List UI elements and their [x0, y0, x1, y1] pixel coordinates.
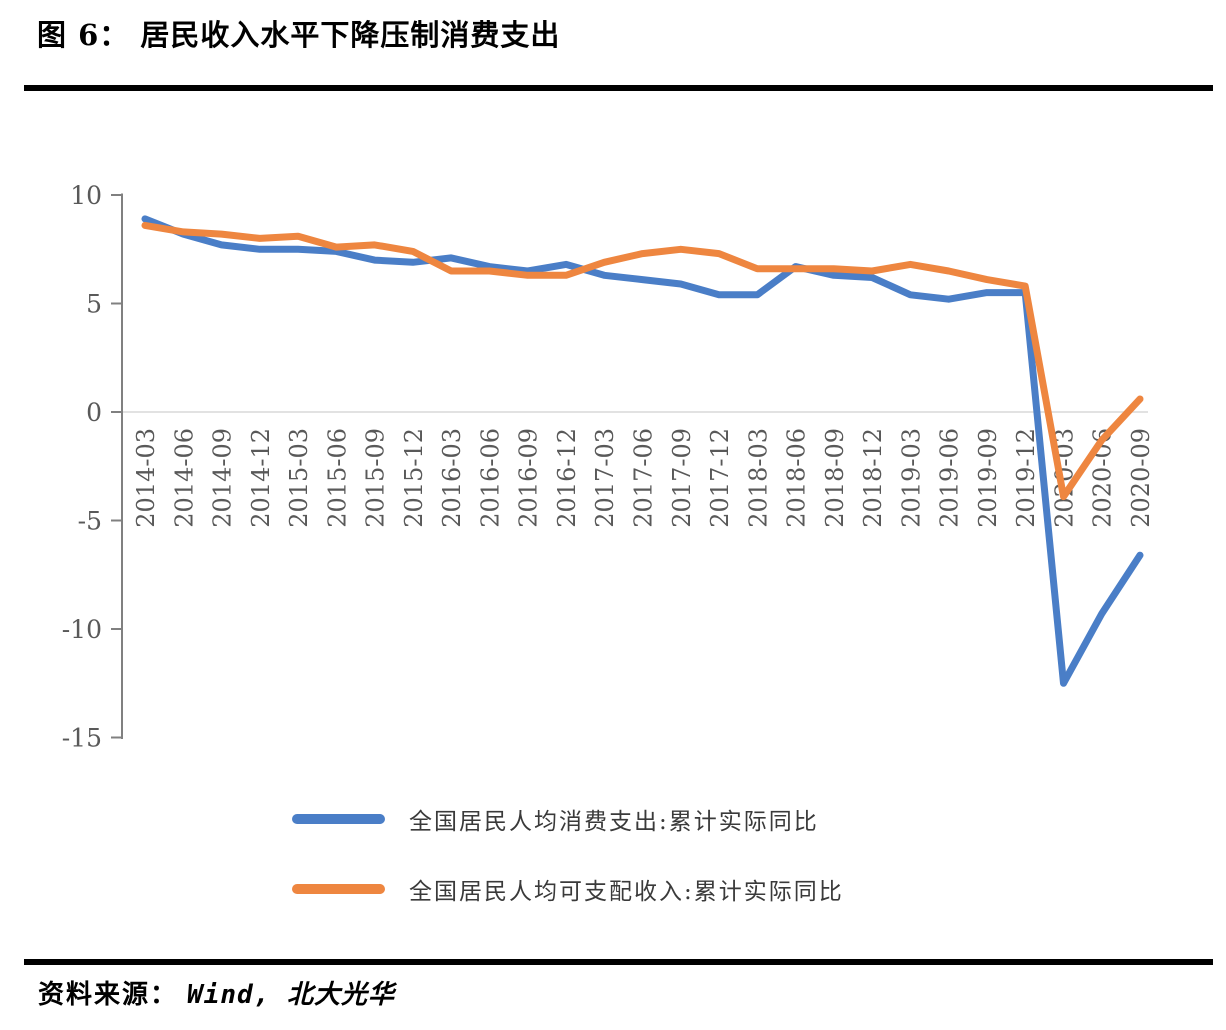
x-tick-label: 2019-06 — [936, 428, 964, 528]
x-tick-label: 2014-03 — [132, 428, 160, 528]
chart-legend: 全国居民人均消费支出:累计实际同比 全国居民人均可支配收入:累计实际同比 — [292, 804, 844, 944]
y-tick-label: 10 — [70, 181, 102, 210]
disposable-income-line — [141, 221, 1144, 501]
x-tick-label: 2019-03 — [897, 428, 925, 528]
data-source-note: 资料来源： Wind, 北大光华 — [38, 974, 395, 1011]
footer-divider-rule — [24, 959, 1213, 965]
y-tick-label: 5 — [86, 290, 102, 319]
data-series-layer — [141, 215, 1144, 687]
x-tick-label: 2017-09 — [668, 428, 696, 528]
x-tick-label: 2016-12 — [553, 428, 581, 528]
x-tick-label: 2015-12 — [400, 428, 428, 528]
y-axis-tick-labels: 10 5 0 -5 -10 -15 — [62, 181, 102, 753]
y-axis — [111, 193, 123, 739]
x-tick-label: 2016-09 — [515, 428, 543, 528]
x-tick-label: 2019-12 — [1012, 428, 1040, 528]
source-value: Wind, 北大光华 — [187, 980, 395, 1010]
consumption-line-swatch-icon — [292, 814, 385, 824]
x-tick-label: 2018-09 — [821, 428, 849, 528]
x-tick-label: 2014-09 — [209, 428, 237, 528]
x-tick-label: 2019-09 — [974, 428, 1002, 528]
x-tick-label: 2015-06 — [323, 428, 351, 528]
consumption-expenditure-line — [141, 215, 1144, 687]
y-tick-label: 0 — [86, 398, 102, 427]
y-tick-label: -10 — [62, 615, 102, 644]
y-tick-label: -15 — [62, 724, 102, 753]
x-tick-label: 2017-03 — [591, 428, 619, 528]
x-tick-label: 2015-09 — [362, 428, 390, 528]
y-tick-label: -5 — [78, 507, 102, 536]
x-tick-label: 2020-09 — [1127, 428, 1155, 528]
x-tick-label: 2014-06 — [170, 428, 198, 528]
figure-title: 图 6： 居民收入水平下降压制消费支出 — [37, 18, 561, 52]
legend-item-income: 全国居民人均可支配收入:累计实际同比 — [292, 874, 844, 905]
x-tick-label: 2018-06 — [783, 428, 811, 528]
legend-label-consumption: 全国居民人均消费支出:累计实际同比 — [409, 809, 819, 835]
x-tick-label: 2015-03 — [285, 428, 313, 528]
x-axis-tick-labels: 2014-03 2014-06 2014-09 2014-12 2015-03 2015-… — [132, 428, 1155, 528]
legend-label-income: 全国居民人均可支配收入:累计实际同比 — [409, 879, 844, 905]
income-line-swatch-icon — [292, 884, 385, 894]
source-label: 资料来源： — [38, 980, 179, 1010]
x-tick-label: 2016-06 — [476, 428, 504, 528]
x-tick-label: 2016-03 — [438, 428, 466, 528]
legend-item-consumption: 全国居民人均消费支出:累计实际同比 — [292, 804, 844, 835]
x-tick-label: 2018-12 — [859, 428, 887, 528]
x-tick-label: 2018-03 — [744, 428, 772, 528]
x-tick-label: 2017-12 — [706, 428, 734, 528]
x-tick-label: 2017-06 — [630, 428, 658, 528]
x-tick-label: 2014-12 — [247, 428, 275, 528]
title-divider-rule — [24, 85, 1213, 91]
